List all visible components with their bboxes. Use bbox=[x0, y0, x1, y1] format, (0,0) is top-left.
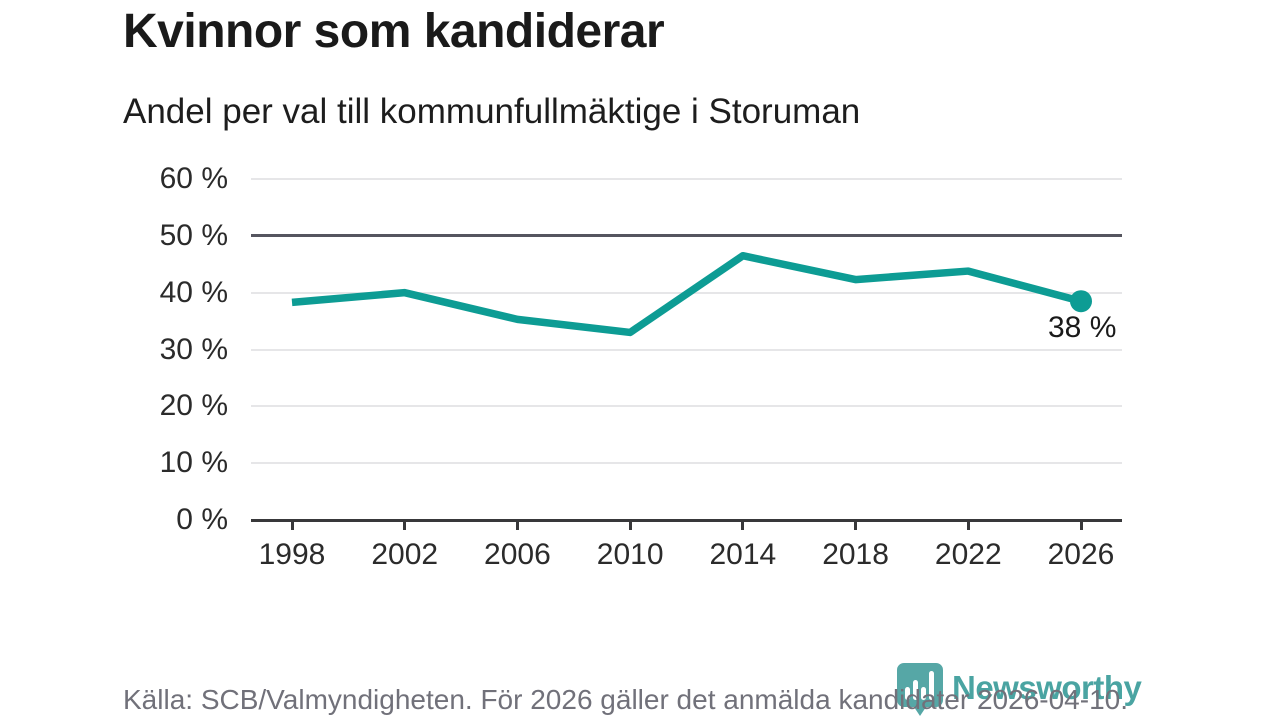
y-gridline bbox=[251, 291, 1122, 294]
x-tick-label: 2026 bbox=[1047, 538, 1115, 571]
source-note: Källa: SCB/Valmyndigheten. För 2026 gäll… bbox=[123, 684, 1128, 715]
newsworthy-wordmark: Newsworthy bbox=[952, 669, 1142, 706]
x-tick-label: 2002 bbox=[371, 538, 439, 571]
x-axis-tick bbox=[515, 520, 519, 530]
x-axis-line bbox=[251, 518, 1122, 522]
y-tick-label: 60 % bbox=[159, 162, 228, 195]
newsworthy-bubble-chart-icon bbox=[897, 663, 943, 720]
y-gridline bbox=[251, 178, 1122, 180]
y-tick-label: 30 % bbox=[159, 332, 228, 366]
newsworthy-logo: Newsworthy bbox=[897, 663, 1142, 720]
y-gridline bbox=[251, 462, 1122, 465]
x-tick-label: 2018 bbox=[822, 538, 889, 571]
y-tick-label: 10 % bbox=[159, 446, 228, 480]
x-tick-label: 1998 bbox=[258, 538, 326, 571]
y-tick-label: 40 % bbox=[159, 275, 228, 309]
chart-subtitle: Andel per val till kommunfullmäktige i S… bbox=[123, 92, 861, 131]
x-axis-tick bbox=[1079, 520, 1083, 530]
y-tick-label: 0 % bbox=[176, 503, 228, 536]
x-tick-label: 2014 bbox=[709, 538, 777, 571]
x-axis-tick bbox=[854, 520, 858, 530]
x-tick-label: 2010 bbox=[596, 538, 664, 571]
y-gridline-emphasized bbox=[251, 234, 1122, 238]
data-point-label: 38 % bbox=[1048, 311, 1117, 345]
y-gridline bbox=[251, 405, 1122, 408]
y-tick-label: 20 % bbox=[159, 389, 228, 423]
x-axis-tick bbox=[403, 520, 407, 530]
x-axis-tick bbox=[741, 520, 745, 530]
y-gridline bbox=[251, 348, 1122, 351]
x-axis-tick bbox=[628, 520, 632, 530]
x-axis-tick bbox=[966, 520, 970, 530]
x-axis-tick bbox=[290, 520, 294, 530]
trend-line bbox=[291, 251, 1082, 337]
x-tick-label: 2006 bbox=[484, 538, 551, 571]
chart-title: Kvinnor som kandiderar bbox=[123, 5, 665, 58]
x-tick-label: 2022 bbox=[934, 538, 1002, 571]
y-tick-label: 50 % bbox=[159, 218, 228, 252]
